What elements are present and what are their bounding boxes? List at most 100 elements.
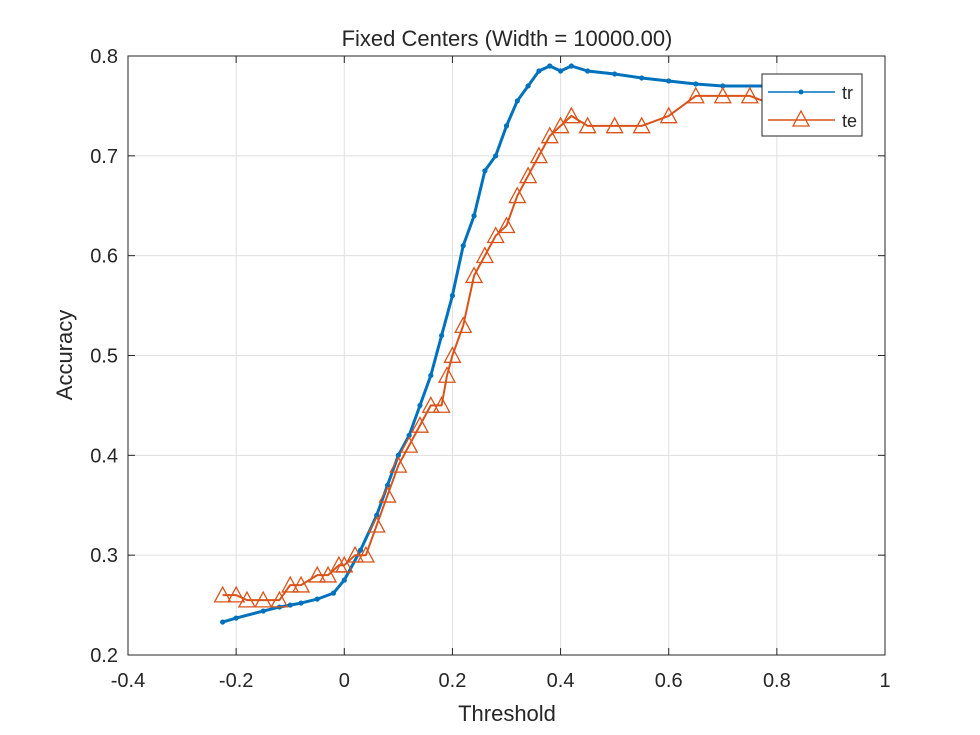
data-point-te <box>291 575 311 593</box>
data-point-tr <box>233 615 239 621</box>
x-tick-label: 0.4 <box>547 670 575 692</box>
tick-marks <box>127 55 886 656</box>
data-point-te <box>237 590 257 608</box>
data-point-te <box>421 396 440 413</box>
data-point-tr <box>330 590 337 596</box>
data-point-tr <box>428 372 434 379</box>
x-tick-label: 0.6 <box>655 670 683 692</box>
legend-marker-tr <box>798 89 804 95</box>
y-tick-label: 0.2 <box>90 645 118 667</box>
data-point-te <box>437 366 457 383</box>
data-point-tr <box>460 243 466 249</box>
x-tick-label: 1 <box>879 670 890 692</box>
data-point-tr <box>482 168 488 174</box>
data-point-tr <box>557 68 564 74</box>
data-point-tr <box>514 98 520 104</box>
data-point-te <box>410 416 430 433</box>
y-tick-label: 0.5 <box>90 346 118 368</box>
data-point-te <box>335 555 354 573</box>
data-point-tr <box>547 63 553 69</box>
legend-label-te: te <box>842 111 857 131</box>
data-point-tr <box>417 402 423 409</box>
series-line-tr <box>222 64 777 624</box>
data-point-te <box>367 515 386 533</box>
y-tick-label: 0.8 <box>90 46 118 68</box>
data-point-te <box>270 590 289 608</box>
data-point-te <box>578 116 597 134</box>
legend-label-tr: tr <box>842 83 853 103</box>
series-layer <box>213 63 786 625</box>
data-point-tr <box>314 596 320 602</box>
data-point-te <box>519 166 538 184</box>
y-tick-label: 0.6 <box>90 246 118 268</box>
grid <box>127 55 886 656</box>
data-point-te <box>686 86 705 104</box>
data-point-tr <box>374 512 380 518</box>
data-point-te <box>346 545 365 563</box>
data-point-te <box>389 455 408 473</box>
y-tick-label: 0.7 <box>90 146 118 168</box>
series-tr <box>220 63 780 625</box>
data-point-tr <box>503 123 510 129</box>
data-point-tr <box>287 602 293 608</box>
data-point-te <box>227 585 246 603</box>
data-point-tr <box>568 63 574 69</box>
data-point-te <box>713 86 732 104</box>
data-point-te <box>400 435 419 453</box>
data-point-tr <box>341 577 347 583</box>
data-point-te <box>356 545 376 563</box>
data-point-te <box>605 116 624 134</box>
data-point-te <box>659 106 678 124</box>
data-point-tr <box>220 619 226 625</box>
data-point-te <box>378 485 397 503</box>
data-point-te <box>508 186 527 204</box>
series-te <box>213 86 786 608</box>
data-point-te <box>213 585 232 603</box>
data-point-tr <box>449 293 456 299</box>
data-point-tr <box>612 71 618 77</box>
data-point-tr <box>260 608 266 614</box>
data-point-tr <box>525 83 531 89</box>
data-point-tr <box>666 78 672 84</box>
data-point-tr <box>536 68 542 74</box>
legend[interactable]: tr te <box>761 73 863 137</box>
data-point-tr <box>471 213 477 219</box>
data-point-te <box>432 396 451 413</box>
data-point-te <box>551 116 570 134</box>
x-tick-label: 0.2 <box>439 670 467 692</box>
data-point-te <box>464 266 484 284</box>
data-point-te <box>632 116 651 134</box>
chart-title: Fixed Centers (Width = 10000.00) <box>342 26 673 51</box>
data-point-tr <box>384 482 391 488</box>
data-point-te <box>475 246 494 264</box>
data-point-tr <box>298 600 304 606</box>
data-point-te <box>318 565 338 583</box>
data-point-te <box>562 106 581 124</box>
y-axis-label: Accuracy <box>52 310 77 400</box>
data-point-tr <box>406 432 412 438</box>
data-point-te <box>443 346 462 363</box>
data-point-te <box>529 146 549 164</box>
data-point-tr <box>357 547 364 553</box>
data-point-tr <box>639 75 645 81</box>
legend-marker-te <box>791 109 811 127</box>
y-tick-labels: 0.2 0.3 0.4 0.5 0.6 0.7 0.8 <box>90 46 118 667</box>
data-point-te <box>281 575 300 593</box>
data-point-tr <box>493 153 499 159</box>
legend-box <box>761 73 863 137</box>
data-point-te <box>497 216 516 234</box>
series-line-te <box>222 94 778 602</box>
data-point-tr <box>395 452 401 458</box>
data-point-te <box>454 316 473 334</box>
data-point-tr <box>720 83 726 89</box>
data-point-tr <box>585 68 591 74</box>
x-axis-label: Threshold <box>458 701 556 726</box>
x-tick-label: 0.8 <box>763 670 791 692</box>
data-point-te <box>308 565 327 583</box>
data-point-te <box>486 226 505 244</box>
x-tick-label: 0 <box>339 670 350 692</box>
data-point-te <box>740 86 759 104</box>
data-point-tr <box>439 332 445 339</box>
y-tick-label: 0.3 <box>90 545 118 567</box>
